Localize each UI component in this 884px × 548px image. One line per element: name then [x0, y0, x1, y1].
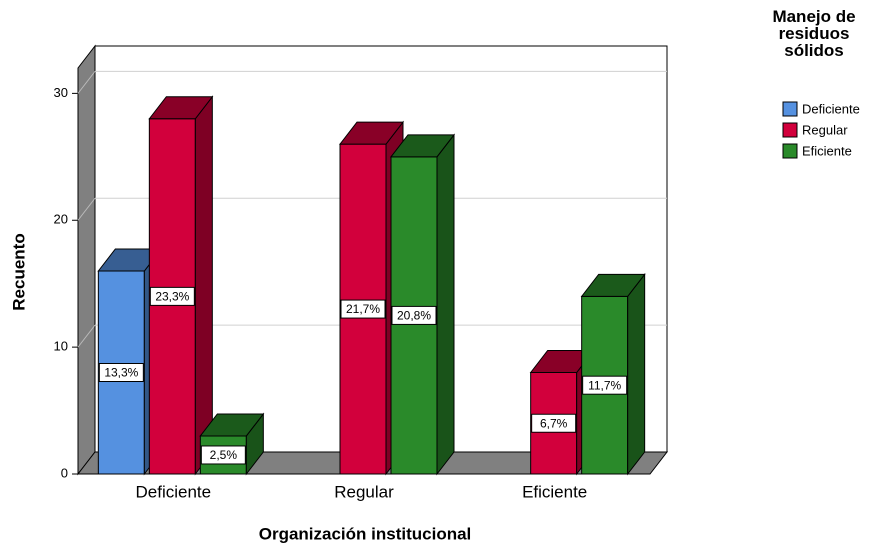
legend-label: Deficiente [802, 101, 860, 116]
data-label-box [98, 363, 144, 382]
data-label: 21,7% [346, 302, 380, 316]
x-tick-label: Regular [334, 482, 394, 501]
x-tick-label: Eficiente [522, 482, 587, 501]
y-tick-label: 30 [54, 85, 68, 100]
bar-top [199, 413, 265, 437]
grid-line [77, 324, 96, 348]
data-label-box [200, 445, 246, 465]
data-label-box [340, 299, 386, 319]
data-label: 13,3% [104, 366, 138, 380]
y-axis-label: Recuento [9, 233, 28, 310]
bar-top [580, 273, 646, 297]
bar-top [148, 96, 214, 120]
bar-side [627, 272, 646, 476]
data-label: 6,7% [540, 416, 568, 430]
bar-top [389, 134, 456, 158]
legend-swatch [782, 143, 798, 159]
legend-swatch [782, 101, 798, 117]
data-label-box [582, 375, 628, 395]
data-label-box [391, 305, 437, 325]
left-wall [77, 44, 96, 476]
data-label: 23,3% [155, 290, 189, 304]
data-label: 11,7% [588, 378, 621, 392]
grid-line [77, 197, 96, 221]
legend-label: Eficiente [802, 143, 852, 158]
x-tick-label: Deficiente [136, 482, 212, 501]
bar-top [338, 121, 405, 145]
bar-side [194, 95, 213, 476]
legend-title: Manejo de residuos sólidos [772, 7, 856, 60]
data-label: 20,8% [397, 309, 431, 323]
data-label-box [531, 413, 577, 433]
legend-label: Regular [802, 122, 848, 137]
grid-line [77, 71, 96, 94]
x-axis-label: Organización institucional [259, 524, 472, 543]
legend-swatch [782, 122, 798, 138]
y-tick-label: 10 [54, 339, 68, 354]
bar-side [436, 133, 455, 476]
y-tick-label: 20 [54, 212, 68, 227]
y-tick-label: 0 [61, 465, 68, 480]
data-label: 2,5% [210, 448, 238, 462]
data-label-box [149, 286, 195, 306]
